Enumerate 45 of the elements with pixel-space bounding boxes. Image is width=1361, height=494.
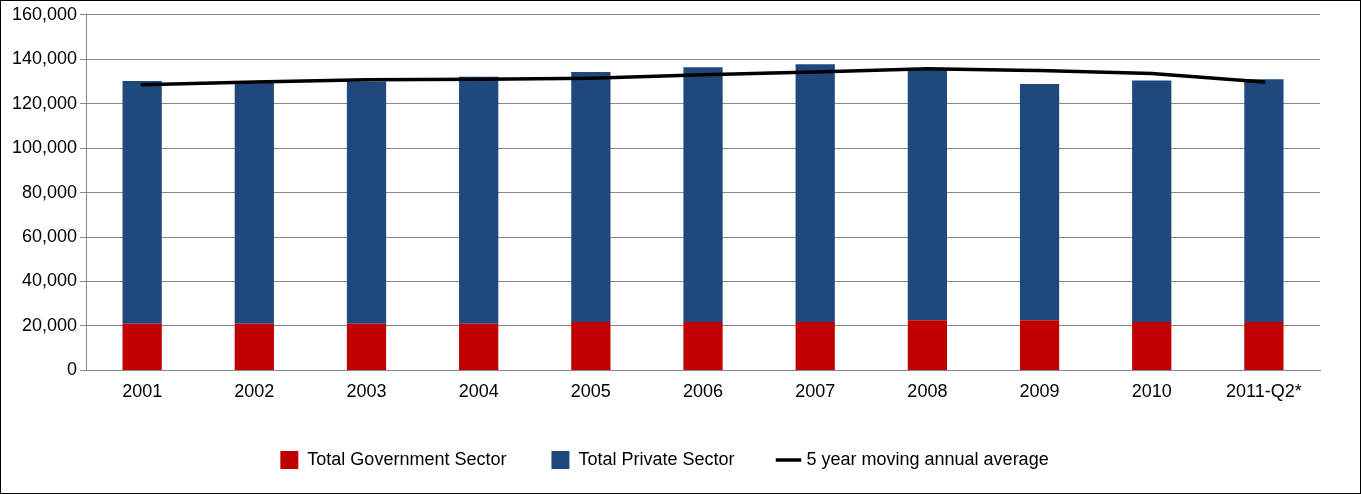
- y-tick-label: 60,000: [22, 226, 78, 247]
- x-tick-label: 2007: [795, 381, 836, 402]
- bar: [1132, 80, 1172, 322]
- bar: [346, 323, 387, 370]
- y-tick-label: 80,000: [22, 181, 78, 202]
- y-tick-label: 120,000: [11, 92, 78, 113]
- bar: [907, 68, 948, 321]
- x-tick-label: 2011-Q2*: [1226, 381, 1302, 402]
- y-tick-label: 160,000: [11, 3, 78, 24]
- bar: [459, 323, 499, 370]
- x-tick-label: 2002: [234, 381, 275, 402]
- y-tick-label: 20,000: [22, 314, 78, 335]
- bar: [459, 76, 499, 324]
- y-tick-label: 140,000: [11, 48, 78, 69]
- x-tick-label: 2005: [570, 381, 611, 402]
- x-tick-label: 2006: [683, 381, 724, 402]
- bar: [122, 81, 162, 324]
- bar: [1019, 83, 1060, 321]
- bar: [1244, 321, 1284, 370]
- bar: [571, 71, 611, 322]
- bar: [122, 323, 162, 370]
- bar: [1019, 320, 1060, 370]
- x-tick-label: 2010: [1131, 381, 1172, 402]
- bar: [571, 321, 611, 370]
- bar: [683, 321, 723, 370]
- y-tick-label: 0: [67, 359, 78, 380]
- bar: [1244, 79, 1284, 322]
- x-tick-label: 2003: [346, 381, 387, 402]
- x-tick-label: 2001: [122, 381, 163, 402]
- y-tick-label: 100,000: [11, 137, 78, 158]
- x-tick-label: 2009: [1019, 381, 1060, 402]
- bar: [1132, 321, 1172, 370]
- legend-label: Total Government Sector: [307, 448, 507, 469]
- bar: [795, 64, 835, 322]
- bar: [907, 320, 948, 370]
- bar: [234, 323, 274, 370]
- bar: [795, 321, 835, 370]
- y-tick-label: 40,000: [22, 270, 78, 291]
- bar: [683, 67, 723, 322]
- legend-label: 5 year moving annual average: [806, 448, 1049, 469]
- x-tick-label: 2004: [458, 381, 499, 402]
- legend-label: Total Private Sector: [578, 448, 735, 469]
- x-tick-label: 2008: [907, 381, 948, 402]
- bar: [346, 81, 387, 324]
- bar: [234, 82, 274, 324]
